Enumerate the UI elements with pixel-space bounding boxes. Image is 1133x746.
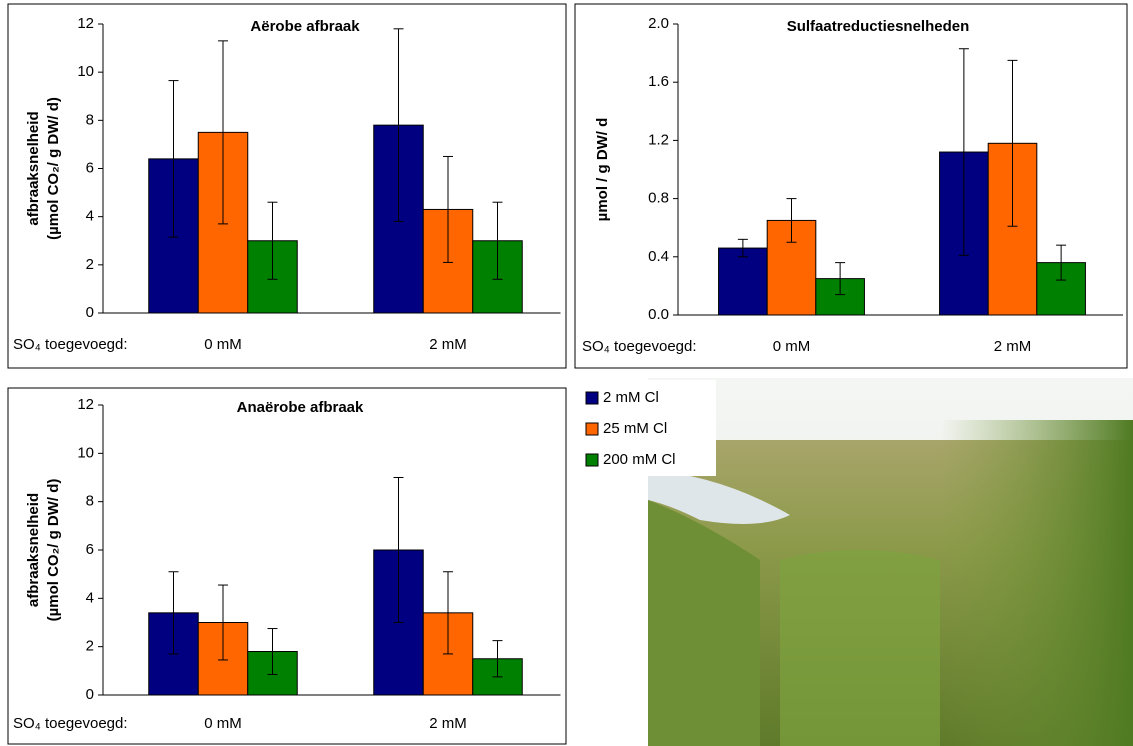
y-tick-label: 8 bbox=[86, 493, 94, 510]
y-tick-label: 0.0 bbox=[648, 306, 669, 323]
chart: Sulfaatreductiesnelheden µmol / g DW/ d 0.… bbox=[582, 15, 1123, 355]
x-tick-label: 0 mM bbox=[204, 336, 242, 353]
y-tick-label: 2 bbox=[86, 256, 94, 273]
x-tick-label: 0 mM bbox=[773, 338, 811, 355]
y-axis-label: (µmol CO₂/ g DW/ d) bbox=[45, 479, 62, 622]
y-tick-label: 2 bbox=[86, 638, 94, 655]
x-tick-label: 0 mM bbox=[204, 715, 242, 732]
legend-label: 2 mM Cl bbox=[603, 389, 659, 406]
chart-title: Aërobe afbraak bbox=[250, 18, 360, 35]
y-tick-label: 0 bbox=[86, 304, 94, 321]
legend-label: 25 mM Cl bbox=[603, 420, 667, 437]
y-tick-label: 0.4 bbox=[648, 248, 669, 265]
y-tick-label: 10 bbox=[77, 63, 94, 80]
x-prefix-label: SO₄ toegevoegd: bbox=[582, 338, 697, 355]
y-tick-label: 6 bbox=[86, 159, 94, 176]
y-axis-label: afbraaksnelheid bbox=[25, 493, 42, 607]
y-tick-label: 12 bbox=[77, 396, 94, 413]
legend-swatch bbox=[585, 422, 599, 436]
y-tick-label: 4 bbox=[86, 589, 94, 606]
y-tick-label: 10 bbox=[77, 444, 94, 461]
y-tick-label: 0.8 bbox=[648, 190, 669, 207]
y-tick-label: 12 bbox=[77, 15, 94, 32]
y-axis-label: afbraaksnelheid bbox=[25, 111, 42, 225]
y-tick-label: 8 bbox=[86, 111, 94, 128]
legend: 2 mM Cl 25 mM Cl 200 mM Cl bbox=[576, 380, 716, 476]
x-tick-label: 2 mM bbox=[429, 336, 467, 353]
legend-box bbox=[576, 380, 716, 476]
x-prefix-label: SO₄ toegevoegd: bbox=[13, 715, 128, 732]
bar bbox=[718, 247, 768, 316]
x-tick-label: 2 mM bbox=[994, 338, 1032, 355]
legend-label: 200 mM Cl bbox=[603, 451, 676, 468]
chart: Anaërobe afbraak afbraaksnelheid (µmol CO₂… bbox=[13, 396, 561, 732]
y-tick-label: 0 bbox=[86, 686, 94, 703]
chart-title: Sulfaatreductiesnelheden bbox=[787, 18, 970, 35]
photo bbox=[648, 378, 1133, 746]
y-axis-label: (µmol CO₂/ g DW/ d) bbox=[45, 97, 62, 240]
y-tick-label: 1.2 bbox=[648, 131, 669, 148]
x-prefix-label: SO₄ toegevoegd: bbox=[13, 336, 128, 353]
y-tick-label: 1.6 bbox=[648, 73, 669, 90]
x-tick-label: 2 mM bbox=[429, 715, 467, 732]
y-tick-label: 6 bbox=[86, 541, 94, 558]
legend-swatch bbox=[585, 453, 599, 467]
chart: Aërobe afbraak afbraaksnelheid (µmol CO₂/ … bbox=[13, 15, 561, 353]
chart-title: Anaërobe afbraak bbox=[237, 399, 364, 416]
y-tick-label: 2.0 bbox=[648, 15, 669, 32]
legend-swatch bbox=[585, 391, 599, 405]
y-axis-label: µmol / g DW/ d bbox=[594, 118, 611, 222]
y-tick-label: 4 bbox=[86, 208, 94, 225]
